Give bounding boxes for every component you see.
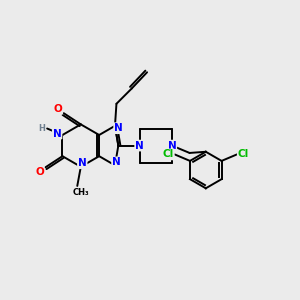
Text: H: H bbox=[38, 124, 45, 133]
Text: O: O bbox=[53, 104, 62, 114]
Text: Cl: Cl bbox=[163, 149, 174, 159]
Text: CH₃: CH₃ bbox=[73, 188, 89, 197]
Text: N: N bbox=[167, 141, 176, 151]
Text: Cl: Cl bbox=[238, 149, 249, 159]
Text: N: N bbox=[78, 158, 87, 168]
Text: N: N bbox=[135, 141, 144, 151]
Text: O: O bbox=[35, 167, 44, 177]
Text: N: N bbox=[114, 123, 123, 133]
Text: N: N bbox=[53, 128, 62, 139]
Text: N: N bbox=[112, 158, 121, 167]
